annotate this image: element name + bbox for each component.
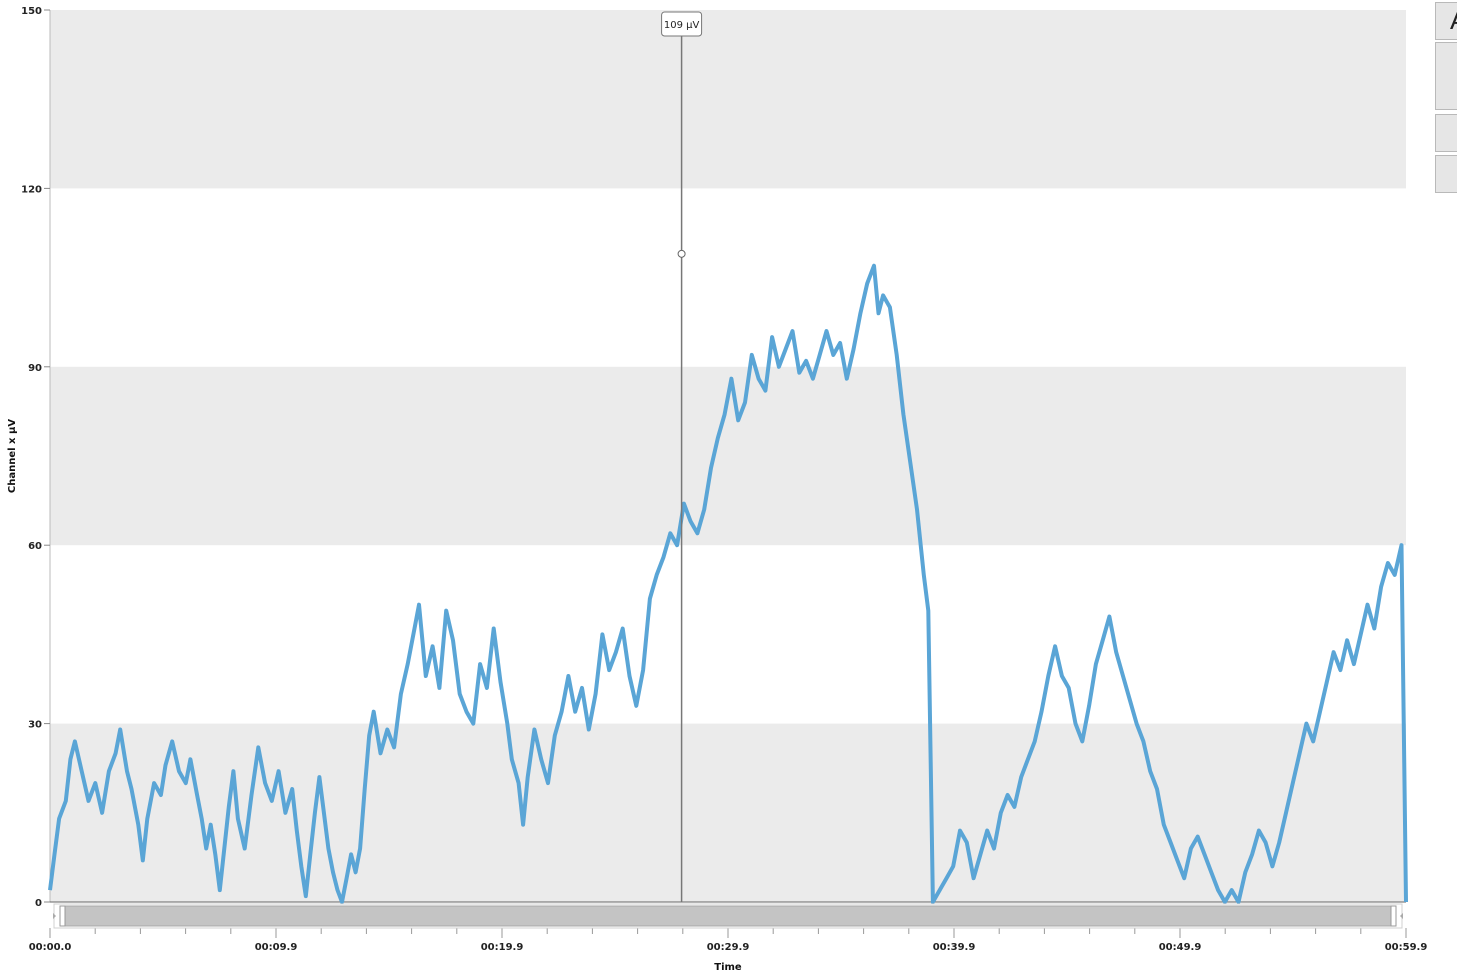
side-button-a-label: A	[1450, 5, 1457, 36]
x-tick-label: 00:29.9	[707, 942, 750, 953]
y-axis-title: Channel x µV	[7, 419, 18, 493]
y-tick-label: 150	[21, 6, 42, 17]
x-tick-label: 00:19.9	[481, 942, 524, 953]
value-cursor[interactable]: 109 µV	[661, 11, 703, 902]
side-button-3[interactable]	[1435, 114, 1457, 152]
cursor-point	[677, 249, 686, 258]
x-axis: 00:00.0 00:09.9 00:19.9 00:29.9 00:39.9 00:49…	[29, 928, 1428, 953]
scrollbar-thumb[interactable]	[61, 905, 1395, 927]
x-tick-label: 00:49.9	[1159, 942, 1202, 953]
x-tick-label: 00:39.9	[933, 942, 976, 953]
scrollbar-left-handle[interactable]	[59, 905, 66, 927]
cursor-value-box	[661, 11, 703, 37]
grid-band	[50, 10, 1406, 189]
side-button-a[interactable]: A	[1435, 2, 1457, 40]
horizontal-scrollbar[interactable]	[53, 903, 1403, 929]
x-tick-label: 00:59.9	[1385, 942, 1428, 953]
scroll-left-icon[interactable]	[53, 913, 56, 919]
y-tick-label: 30	[28, 720, 42, 731]
x-axis-title: Time	[714, 962, 742, 973]
side-button-2[interactable]	[1435, 42, 1457, 110]
y-tick-label: 120	[21, 184, 42, 195]
cursor-value-label: 109 µV	[664, 20, 700, 31]
scroll-right-icon[interactable]	[1400, 913, 1403, 919]
x-tick-label: 00:09.9	[255, 942, 298, 953]
y-tick-label: 90	[28, 363, 42, 374]
y-tick-label: 0	[35, 898, 42, 909]
scrollbar-right-handle[interactable]	[1390, 905, 1397, 927]
grid-band	[50, 723, 1406, 902]
y-tick-label: 60	[28, 541, 42, 552]
side-button-4[interactable]	[1435, 155, 1457, 193]
series-line	[48, 263, 1408, 904]
y-axis: 0 30 60 90 120 150	[21, 6, 51, 909]
x-tick-label: 00:00.0	[29, 942, 72, 953]
